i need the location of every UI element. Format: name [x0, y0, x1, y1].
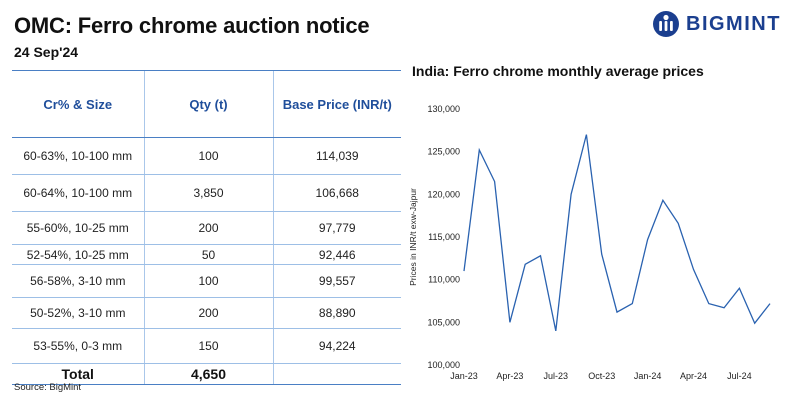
data-point	[601, 253, 603, 255]
y-tick-label: 100,000	[427, 360, 460, 370]
y-tick-label: 110,000	[428, 275, 460, 285]
data-point	[478, 149, 480, 151]
data-point	[585, 133, 587, 135]
table-header-row: Cr% & Size Qty (t) Base Price (INR/t)	[12, 70, 401, 138]
data-point	[738, 287, 740, 289]
cell-size: 53-55%, 0-3 mm	[12, 328, 144, 364]
cell-price: 114,039	[272, 137, 401, 175]
table-row: 60-64%, 10-100 mm 3,850 106,668	[12, 174, 401, 212]
cell-qty: 100	[143, 264, 273, 298]
x-tick-label: Jan-23	[450, 371, 478, 381]
chart-title: India: Ferro chrome monthly average pric…	[412, 63, 704, 79]
page-title: OMC: Ferro chrome auction notice	[14, 13, 370, 38]
data-point	[463, 270, 465, 272]
cell-size: 60-63%, 10-100 mm	[12, 137, 144, 175]
x-tick-label: Jul-23	[544, 371, 569, 381]
total-label: Total	[12, 363, 144, 385]
x-tick-label: Apr-24	[680, 371, 707, 381]
cell-size: 50-52%, 3-10 mm	[12, 297, 144, 329]
y-tick-label: 120,000	[427, 189, 460, 199]
data-point	[769, 302, 771, 304]
cell-qty: 200	[143, 297, 273, 329]
cell-size: 52-54%, 10-25 mm	[12, 244, 144, 265]
cell-size: 60-64%, 10-100 mm	[12, 174, 144, 212]
total-price	[272, 363, 401, 385]
brand-logo: BIGMINT	[652, 10, 781, 38]
cell-qty: 200	[143, 211, 273, 245]
cell-size: 56-58%, 3-10 mm	[12, 264, 144, 298]
x-tick-label: Jan-24	[634, 371, 662, 381]
data-point	[754, 322, 756, 324]
data-point	[708, 302, 710, 304]
table-row: 50-52%, 3-10 mm 200 88,890	[12, 297, 401, 329]
x-tick-label: Apr-23	[496, 371, 523, 381]
cell-size: 55-60%, 10-25 mm	[12, 211, 144, 245]
header-size: Cr% & Size	[12, 70, 144, 138]
data-point	[539, 255, 541, 257]
data-point	[524, 263, 526, 265]
source-note: Source: BigMint	[14, 382, 82, 393]
brand-name: BIGMINT	[686, 12, 781, 35]
y-tick-label: 130,000	[427, 104, 460, 114]
cell-qty: 3,850	[143, 174, 273, 212]
x-tick-label: Oct-23	[588, 371, 615, 381]
table-row: 55-60%, 10-25 mm 200 97,779	[12, 211, 401, 245]
notice-date: 24 Sep'24	[14, 44, 79, 60]
header-price: Base Price (INR/t)	[272, 70, 401, 138]
cell-qty: 100	[143, 137, 273, 175]
table-body: 60-63%, 10-100 mm 100 114,039 60-64%, 10-10…	[12, 137, 401, 385]
data-point	[646, 238, 648, 240]
table-row: 60-63%, 10-100 mm 100 114,039	[12, 137, 401, 175]
cell-price: 97,779	[272, 211, 401, 245]
cell-price: 94,224	[272, 328, 401, 364]
y-tick-label: 115,000	[428, 232, 460, 242]
data-point	[493, 180, 495, 182]
data-point	[662, 199, 664, 201]
total-qty: 4,650	[143, 363, 273, 385]
header-qty: Qty (t)	[143, 70, 273, 138]
table-row: 52-54%, 10-25 mm 50 92,446	[12, 244, 401, 265]
cell-price: 99,557	[272, 264, 401, 298]
data-point	[509, 321, 511, 323]
price-line-chart: Prices in INR/t exw-Jajpur 100,000 105,000…	[408, 104, 771, 381]
y-axis-label: Prices in INR/t exw-Jajpur	[408, 188, 418, 286]
table-row: 53-55%, 0-3 mm 150 94,224	[12, 328, 401, 364]
cell-price: 88,890	[272, 297, 401, 329]
bigmint-logo-icon	[653, 11, 679, 37]
data-point	[631, 302, 633, 304]
auction-table: Cr% & Size Qty (t) Base Price (INR/t) 60…	[12, 70, 401, 385]
data-point	[555, 330, 557, 332]
table-row: 56-58%, 3-10 mm 100 99,557	[12, 264, 401, 298]
y-tick-label: 105,000	[427, 317, 460, 327]
data-point	[616, 311, 618, 313]
cell-qty: 150	[143, 328, 273, 364]
data-point	[570, 193, 572, 195]
table-total-row: Total 4,650	[12, 363, 401, 385]
cell-qty: 50	[143, 244, 273, 265]
y-tick-label: 125,000	[427, 147, 460, 157]
series-line	[463, 134, 771, 332]
data-point	[677, 222, 679, 224]
cell-price: 92,446	[272, 244, 401, 265]
data-point	[692, 268, 694, 270]
data-point	[723, 307, 725, 309]
cell-price: 106,668	[272, 174, 401, 212]
x-tick-label: Jul-24	[727, 371, 752, 381]
